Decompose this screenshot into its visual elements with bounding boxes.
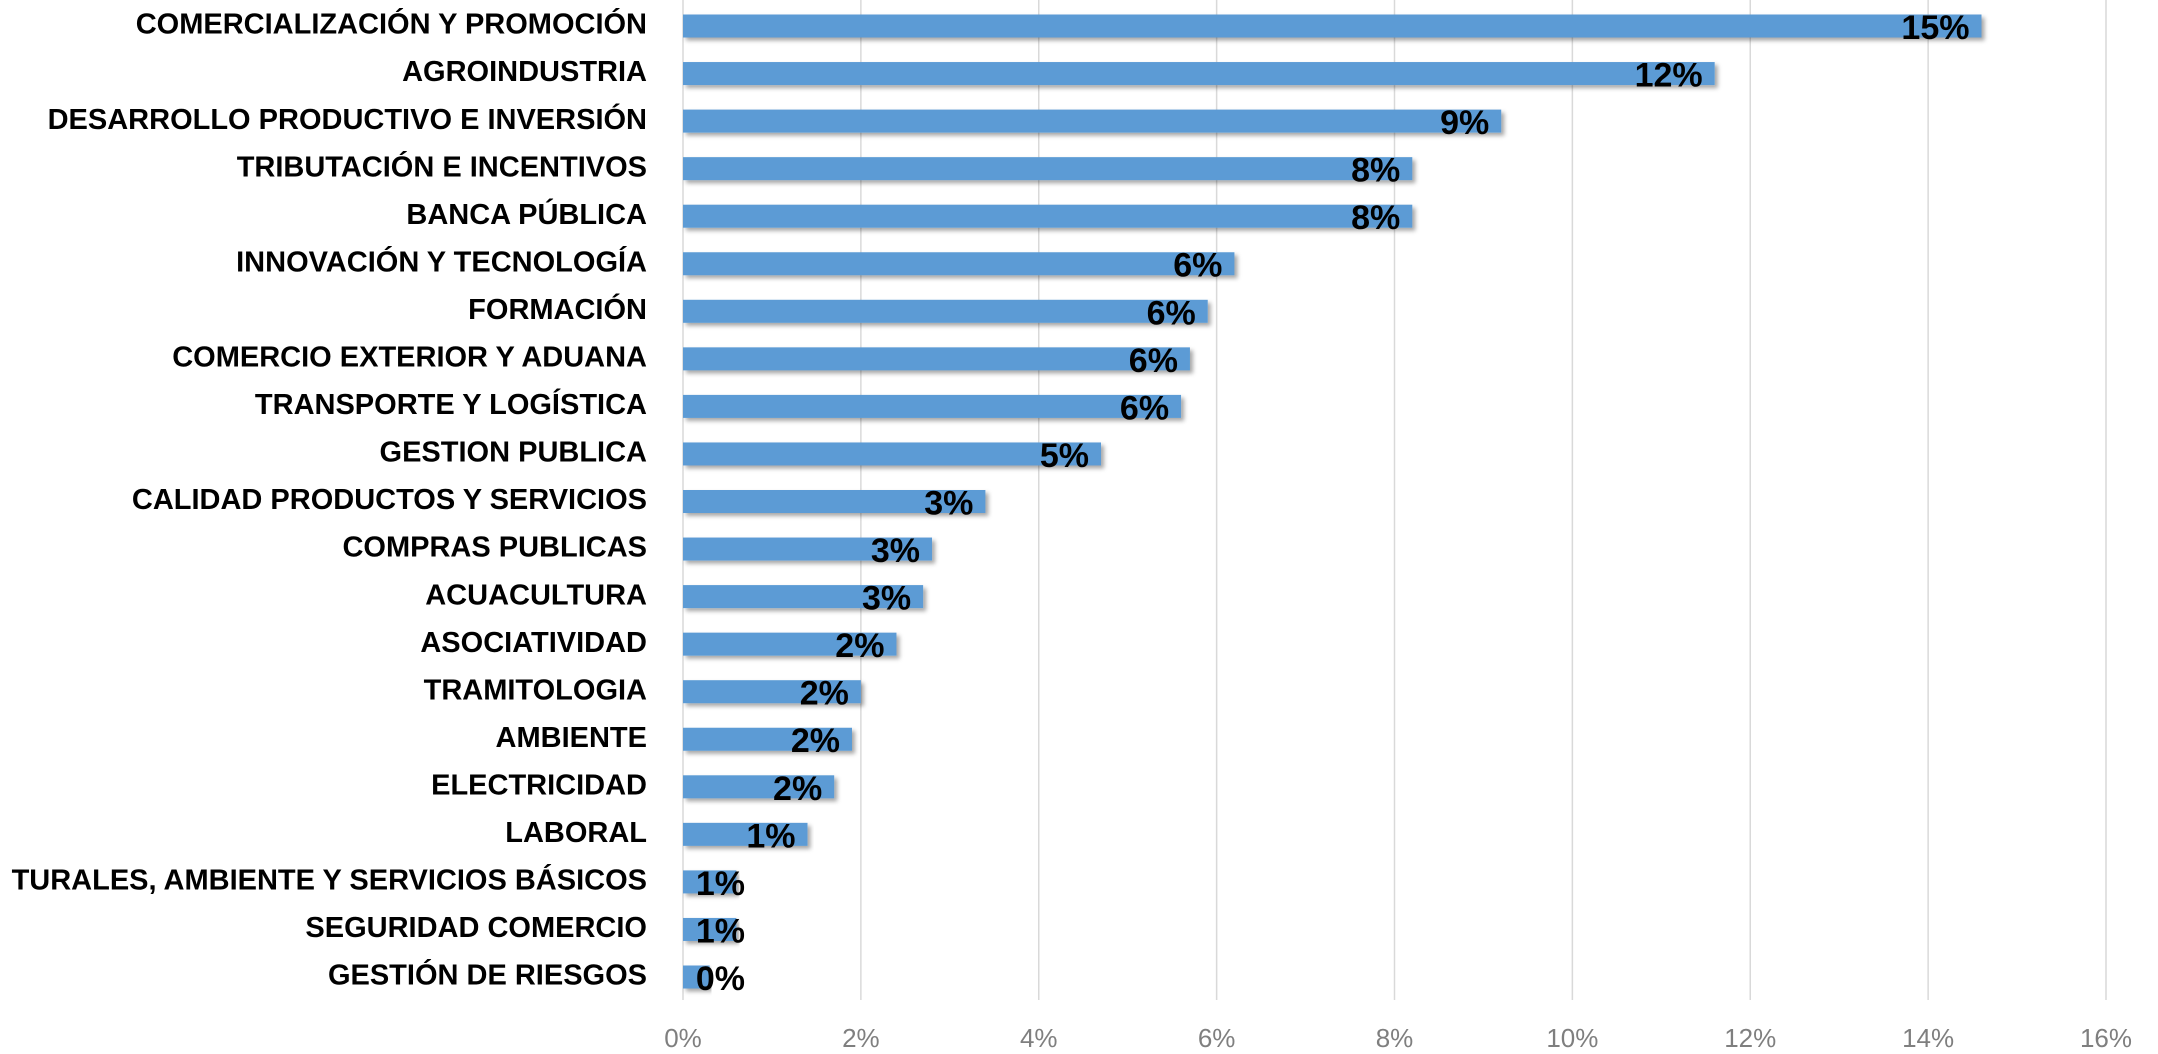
bar xyxy=(683,109,1502,133)
y-tick-label: AGROINDUSTRIA xyxy=(402,56,647,88)
x-tick-label: 2% xyxy=(842,1023,880,1053)
data-label: 3% xyxy=(871,532,920,570)
y-tick-label: TRANSPORTE Y LOGÍSTICA xyxy=(255,387,647,421)
y-tick-label: ACUACULTURA xyxy=(425,579,647,611)
bar xyxy=(683,727,852,751)
bar xyxy=(683,347,1190,371)
y-tick-label: INNOVACIÓN Y TECNOLOGÍA xyxy=(236,244,647,278)
bar xyxy=(683,917,737,941)
y-tick-label: AMBIENTE xyxy=(496,722,647,754)
data-label: 0% xyxy=(696,960,745,998)
x-tick-label: 10% xyxy=(1546,1023,1598,1053)
data-label: 15% xyxy=(1901,9,1969,47)
y-tick-label: GESTIÓN DE RIESGOS xyxy=(328,958,647,992)
data-label: 8% xyxy=(1351,199,1400,237)
y-tick-label: DESARROLLO PRODUCTIVO E INVERSIÓN xyxy=(48,102,647,136)
y-tick-label: TRIBUTACIÓN E INCENTIVOS xyxy=(237,149,647,183)
bar xyxy=(683,252,1235,276)
y-tick-label: CALIDAD PRODUCTOS Y SERVICIOS xyxy=(132,484,647,516)
data-label: 8% xyxy=(1351,152,1400,190)
x-tick-label: 16% xyxy=(2080,1023,2132,1053)
y-tick-label: ELECTRICIDAD xyxy=(431,769,647,801)
bar xyxy=(683,204,1413,228)
data-label: 2% xyxy=(791,722,840,760)
data-label: 9% xyxy=(1440,104,1489,142)
data-label: 2% xyxy=(835,627,884,665)
x-tick-label: 0% xyxy=(664,1023,702,1053)
bar xyxy=(683,822,808,846)
data-label: 3% xyxy=(862,580,911,618)
data-label: 6% xyxy=(1147,294,1196,332)
x-tick-label: 8% xyxy=(1376,1023,1414,1053)
x-tick-label: 12% xyxy=(1724,1023,1776,1053)
bar xyxy=(683,394,1182,418)
data-label: 1% xyxy=(696,912,745,950)
data-label: 5% xyxy=(1040,437,1089,475)
bar xyxy=(683,870,737,894)
bar xyxy=(683,299,1208,323)
bar xyxy=(683,14,1982,38)
bar xyxy=(683,965,710,989)
data-label: 1% xyxy=(746,817,795,855)
data-label: 6% xyxy=(1120,389,1169,427)
x-tick-label: 6% xyxy=(1198,1023,1236,1053)
bar xyxy=(683,775,835,799)
bar xyxy=(683,490,986,513)
x-tick-label: 14% xyxy=(1902,1023,1954,1053)
data-label: 3% xyxy=(924,484,973,522)
y-tick-label: GESTION PUBLICA xyxy=(380,437,648,469)
bar xyxy=(683,442,1102,466)
data-label: 1% xyxy=(696,865,745,903)
y-tick-label: COMERCIALIZACIÓN Y PROMOCIÓN xyxy=(136,7,647,41)
data-label: 6% xyxy=(1129,342,1178,380)
y-tick-label: ASOCIATIVIDAD xyxy=(420,627,647,659)
y-tick-label: FORMACIÓN xyxy=(468,292,647,326)
y-tick-label: TURALES, AMBIENTE Y SERVICIOS BÁSICOS xyxy=(12,863,647,897)
y-tick-label: COMPRAS PUBLICAS xyxy=(342,532,647,564)
bar xyxy=(683,537,933,561)
bar xyxy=(683,632,897,656)
data-label: 12% xyxy=(1635,57,1703,95)
y-tick-label: BANCA PÚBLICA xyxy=(406,197,647,231)
y-tick-label: COMERCIO EXTERIOR Y ADUANA xyxy=(172,342,647,374)
y-tick-label: SEGURIDAD COMERCIO xyxy=(305,912,647,944)
y-tick-label: TRAMITOLOGIA xyxy=(424,674,647,706)
x-tick-label: 4% xyxy=(1020,1023,1058,1053)
data-label: 2% xyxy=(800,675,849,713)
y-tick-label: LABORAL xyxy=(505,817,647,849)
bar xyxy=(683,62,1715,86)
data-label: 6% xyxy=(1173,247,1222,285)
data-label: 2% xyxy=(773,770,822,808)
bar xyxy=(683,157,1413,181)
bar xyxy=(683,585,924,609)
bar xyxy=(683,680,861,704)
